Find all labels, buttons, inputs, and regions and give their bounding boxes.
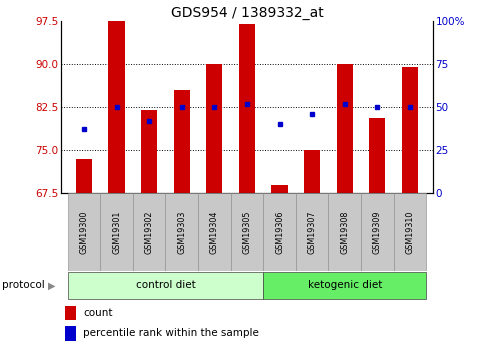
Bar [198, 193, 230, 271]
Text: ketogenic diet: ketogenic diet [307, 280, 381, 290]
Text: GSM19309: GSM19309 [372, 210, 381, 254]
Bar [173, 90, 189, 193]
Bar [133, 193, 165, 271]
Text: GSM19303: GSM19303 [177, 210, 186, 254]
Text: GSM19302: GSM19302 [144, 210, 153, 254]
Bar [165, 193, 198, 271]
Bar [141, 110, 157, 193]
Bar [67, 193, 100, 271]
Text: GSM19308: GSM19308 [340, 210, 348, 254]
Bar [100, 193, 133, 271]
Bar [263, 272, 426, 299]
Title: GDS954 / 1389332_at: GDS954 / 1389332_at [170, 6, 323, 20]
Bar [76, 159, 92, 193]
Text: GSM19307: GSM19307 [307, 210, 316, 254]
Bar [65, 306, 76, 320]
Bar [230, 193, 263, 271]
Bar [368, 118, 385, 193]
Text: ▶: ▶ [48, 280, 55, 290]
Bar [336, 64, 352, 193]
Bar [108, 21, 124, 193]
Text: GSM19301: GSM19301 [112, 210, 121, 254]
Bar [263, 193, 295, 271]
Text: GSM19306: GSM19306 [274, 210, 284, 254]
Text: count: count [83, 308, 113, 318]
Text: GSM19300: GSM19300 [79, 210, 88, 254]
Text: percentile rank within the sample: percentile rank within the sample [83, 328, 259, 338]
Bar [65, 326, 76, 341]
Bar [67, 272, 263, 299]
Bar [271, 185, 287, 193]
Bar [304, 150, 320, 193]
Bar [206, 64, 222, 193]
Text: control diet: control diet [135, 280, 195, 290]
Text: GSM19310: GSM19310 [405, 210, 414, 254]
Bar [360, 193, 393, 271]
Text: protocol: protocol [2, 280, 45, 290]
Bar [295, 193, 328, 271]
Text: GSM19304: GSM19304 [209, 210, 219, 254]
Bar [328, 193, 360, 271]
Bar [401, 67, 417, 193]
Bar [238, 23, 255, 193]
Text: GSM19305: GSM19305 [242, 210, 251, 254]
Bar [393, 193, 426, 271]
